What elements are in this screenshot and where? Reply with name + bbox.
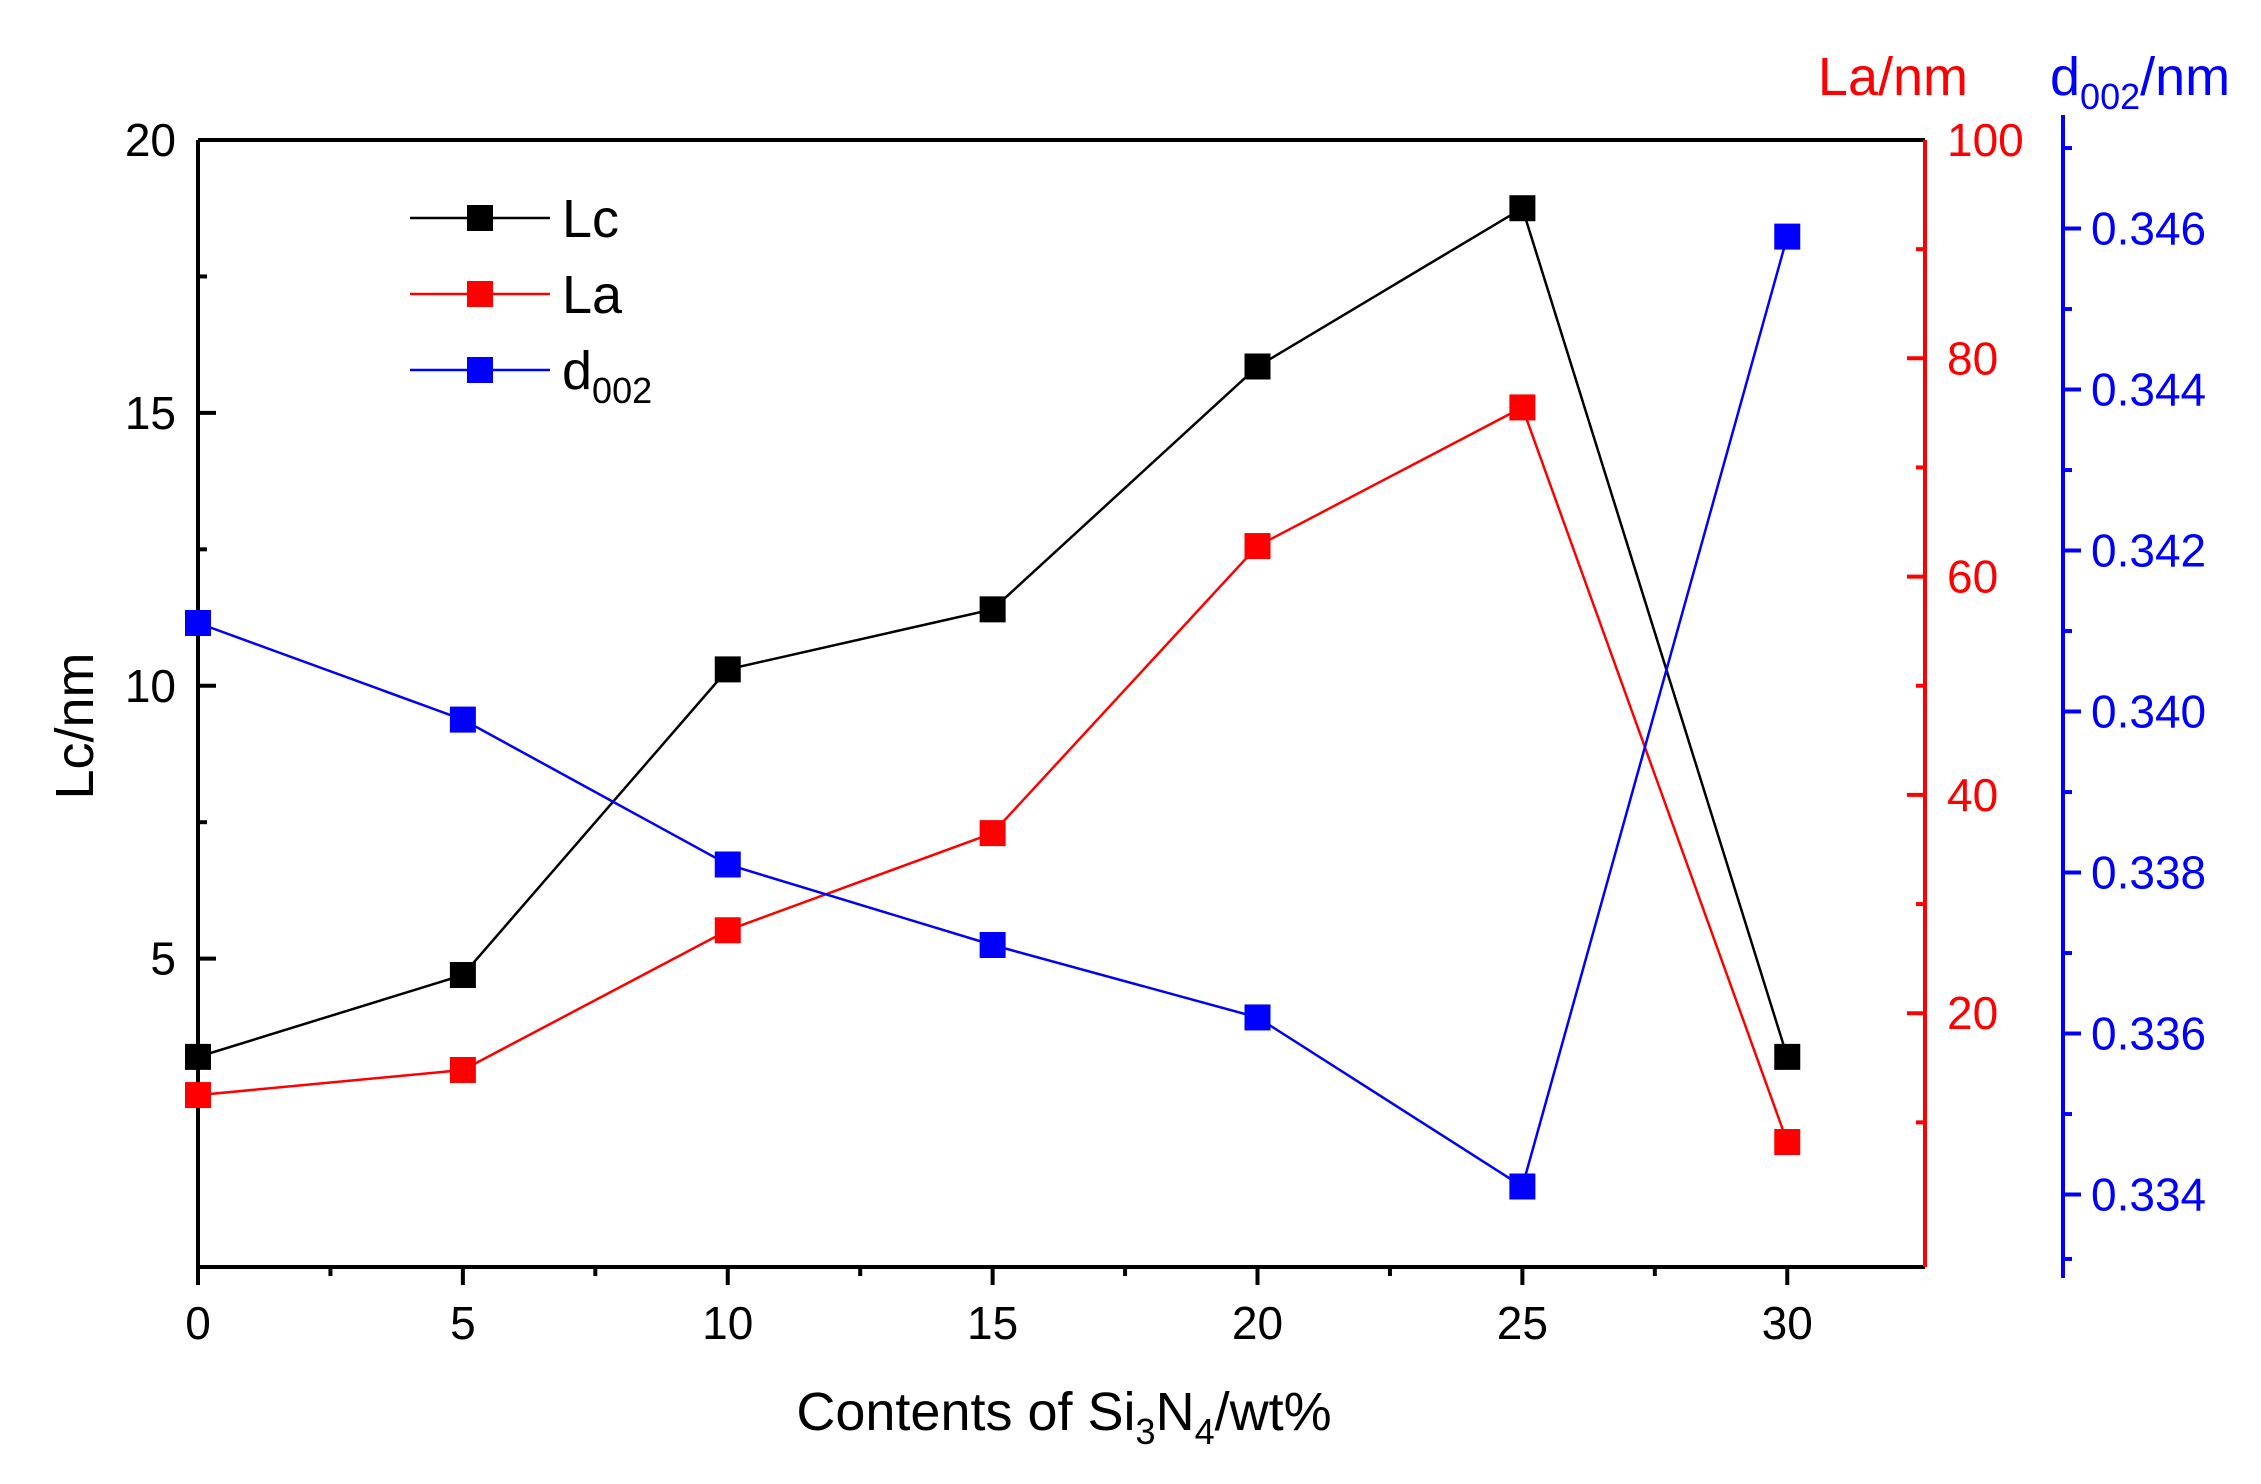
x-axis: 0 5 10 15 20 25 30 [185, 1267, 1813, 1349]
d002-tick-label: 0.346 [2091, 203, 2206, 255]
point-lc [1774, 1043, 1801, 1070]
point-d002 [1774, 223, 1801, 250]
d002-axis-title-after: /nm [2140, 47, 2230, 107]
x-axis-title: Contents of Si3N4/wt% [796, 1382, 1331, 1452]
series-line-d002 [197, 236, 1789, 1189]
d002-axis: 0.334 0.336 0.338 0.340 0.342 0.344 0.346 [2063, 146, 2206, 1261]
x-tick-label: 0 [185, 1297, 211, 1349]
series-line-la [197, 405, 1789, 1143]
point-lc [714, 656, 741, 683]
x-tick-label: 30 [1762, 1297, 1813, 1349]
d002-tick-label: 0.336 [2091, 1008, 2206, 1060]
legend-marker-la [467, 281, 493, 307]
x-tick-label: 15 [967, 1297, 1018, 1349]
d002-tick-label: 0.340 [2091, 686, 2206, 738]
legend-label-la: La [562, 265, 623, 325]
legend-marker-d002 [467, 357, 493, 383]
la-axis-title: La/nm [1818, 47, 1968, 107]
point-d002 [1509, 1173, 1536, 1200]
lc-tick-label: 20 [125, 114, 176, 166]
point-lc [1509, 195, 1536, 222]
la-tick-label: 20 [1947, 987, 1998, 1039]
point-la [1774, 1129, 1801, 1156]
point-d002 [185, 610, 211, 636]
x-axis-title-sub1: 3 [1136, 1411, 1156, 1452]
d002-axis-title: d002/nm [2050, 47, 2230, 117]
lc-tick-label: 5 [150, 933, 176, 985]
point-la [979, 820, 1006, 847]
point-d002 [1244, 1004, 1271, 1031]
lc-axis-title: Lc/nm [45, 652, 105, 799]
d002-axis-title-sub: 002 [2080, 76, 2140, 117]
point-d002 [449, 706, 476, 733]
d002-tick-label: 0.334 [2091, 1169, 2206, 1221]
point-d002 [979, 932, 1006, 958]
lc-tick-label: 10 [125, 660, 176, 712]
x-axis-title-after: /wt% [1215, 1382, 1332, 1442]
x-tick-label: 5 [450, 1297, 476, 1349]
series-line-lc [197, 206, 1789, 1059]
d002-tick-label: 0.338 [2091, 847, 2206, 899]
legend: Lc La d002 [410, 189, 652, 411]
x-axis-title-sub2: 4 [1195, 1411, 1215, 1452]
series-layer [185, 195, 1801, 1200]
x-axis-title-before: Contents of Si [796, 1382, 1135, 1442]
point-la [185, 1082, 211, 1109]
la-tick-label: 40 [1947, 769, 1998, 821]
la-axis: 20 40 60 80 100 [1907, 114, 2024, 1125]
point-lc [1244, 353, 1271, 380]
point-la [1244, 533, 1271, 560]
d002-tick-label: 0.344 [2091, 364, 2206, 416]
point-lc [449, 962, 476, 989]
x-tick-label: 20 [1232, 1297, 1283, 1349]
point-d002 [714, 851, 741, 878]
point-lc [185, 1043, 211, 1070]
x-tick-label: 25 [1497, 1297, 1548, 1349]
legend-label-d002: d002 [562, 341, 652, 411]
la-tick-label: 100 [1947, 114, 2024, 166]
lc-axis: 5 10 15 20 [125, 114, 216, 1098]
la-tick-label: 80 [1947, 332, 1998, 384]
x-tick-label: 10 [702, 1297, 753, 1349]
legend-label-lc: Lc [562, 189, 619, 249]
legend-marker-lc [467, 205, 493, 231]
x-axis-title-mid: N [1156, 1382, 1195, 1442]
point-la [714, 917, 741, 944]
d002-axis-title-main: d [2050, 47, 2080, 107]
d002-tick-label: 0.342 [2091, 525, 2206, 577]
point-lc [979, 596, 1006, 623]
point-la [449, 1056, 476, 1083]
lc-tick-label: 15 [125, 387, 176, 439]
la-tick-label: 60 [1947, 551, 1998, 603]
plot-frame [196, 115, 2065, 1278]
point-la [1509, 394, 1536, 421]
